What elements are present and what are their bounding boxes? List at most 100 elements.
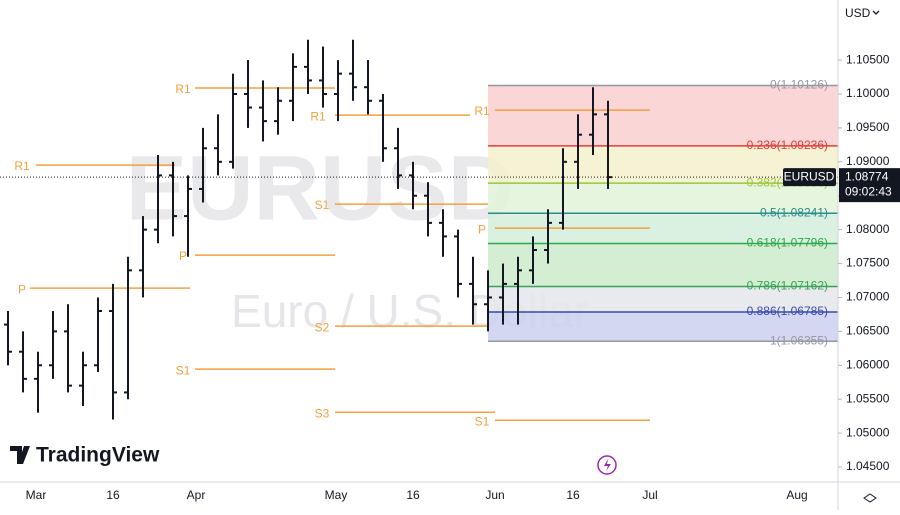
last-price-badge — [839, 168, 900, 203]
ohlc-bar — [574, 114, 582, 189]
ohlc-bar — [499, 263, 507, 325]
y-tick-label: 1.09000 — [846, 154, 890, 168]
y-tick-label: 1.04500 — [846, 459, 890, 473]
fib-label: 0.236(1.09236) — [747, 138, 828, 152]
watermark-symbol: EURUSD — [126, 137, 514, 239]
x-tick-label: Apr — [187, 488, 206, 502]
fib-label: 0.618(1.07796) — [747, 236, 828, 250]
fib-label: 0.886(1.06785) — [747, 304, 828, 318]
ohlc-bar — [244, 60, 252, 128]
logo: TradingView — [10, 444, 160, 467]
event-icon[interactable] — [597, 455, 617, 475]
pivot-label: P — [478, 222, 486, 236]
ohlc-bar — [169, 161, 177, 237]
ohlc-bar — [109, 283, 117, 420]
event-bolt — [604, 459, 611, 471]
fib-label: 0.786(1.07162) — [747, 279, 828, 293]
fib-zone — [488, 183, 838, 214]
currency-caret[interactable] — [872, 10, 880, 15]
fib-label: 1(1.06355) — [770, 333, 828, 347]
ohlc-bar — [529, 236, 537, 284]
ohlc-bar — [319, 46, 327, 108]
y-tick-label: 1.05500 — [846, 391, 890, 405]
ohlc-bar — [199, 127, 207, 203]
x-tick-label: 16 — [106, 488, 120, 502]
x-tick-label: Jul — [642, 488, 657, 502]
y-tick-label: 1.06500 — [846, 324, 890, 338]
ohlc-bar — [49, 311, 57, 379]
y-tick-label: 1.05000 — [846, 425, 890, 439]
settings-icon[interactable] — [863, 493, 877, 503]
ohlc-bar — [394, 127, 402, 189]
ohlc-bar — [544, 209, 552, 264]
fib-label: 0(1.10126) — [770, 78, 828, 92]
fib-label: 0.5(1.08241) — [760, 205, 828, 219]
pivot-label: P — [18, 282, 26, 296]
ohlc-bar — [484, 270, 492, 332]
countdown-label: 09:02:43 — [845, 184, 892, 198]
pivot-label: P — [179, 249, 187, 263]
ohlc-bar — [364, 60, 372, 115]
pivot-label: S1 — [475, 414, 490, 428]
ohlc-bar — [349, 39, 357, 101]
y-tick-label: 1.10000 — [846, 86, 890, 100]
pivot-label: S2 — [315, 320, 330, 334]
pivot-label: S1 — [315, 198, 330, 212]
plot: 0(1.10126)0.236(1.09236)0.382(1.08686)0.… — [0, 39, 838, 428]
pivot-label: S3 — [315, 406, 330, 420]
last-price-label: 1.08774 — [845, 169, 889, 183]
ohlc-bar — [469, 256, 477, 325]
ohlc-bar — [19, 331, 27, 393]
x-tick-label: Mar — [26, 488, 47, 502]
x-tick-label: Jun — [485, 488, 504, 502]
ohlc-bar — [559, 148, 567, 230]
ohlc-bar — [4, 311, 12, 366]
ohlc-bar — [94, 297, 102, 373]
ohlc-bar — [409, 161, 417, 210]
y-tick-label: 1.09500 — [846, 120, 890, 134]
x-tick-label: May — [325, 488, 348, 502]
ohlc-bar — [454, 229, 462, 298]
ohlc-bar — [124, 256, 132, 400]
ohlc-bar — [514, 256, 522, 325]
y-tick-label: 1.10500 — [846, 52, 890, 66]
ohlc-bar — [184, 175, 192, 257]
fib-zone — [488, 312, 838, 342]
fib-zone — [488, 85, 838, 146]
pivot-label: R1 — [310, 109, 326, 123]
fib-zone — [488, 286, 838, 313]
pivot-label: R1 — [175, 82, 191, 96]
x-tick-label: 16 — [566, 488, 580, 502]
currency-selector[interactable]: USD — [845, 6, 871, 20]
ohlc-bar — [589, 87, 597, 156]
y-tick-label: 1.06000 — [846, 357, 890, 371]
ohlc-bar — [64, 304, 72, 393]
y-tick-label: 1.07000 — [846, 290, 890, 304]
ohlc-bar — [334, 60, 342, 122]
ohlc-bar — [229, 73, 237, 169]
y-tick-label: 1.08000 — [846, 222, 890, 236]
ohlc-bar — [79, 351, 87, 406]
ohlc-bar — [304, 39, 312, 94]
x-tick-label: Aug — [786, 488, 807, 502]
y-tick-label: 1.07500 — [846, 256, 890, 270]
ohlc-bar — [274, 87, 282, 135]
ohlc-bar — [214, 114, 222, 176]
pivot-label: R1 — [14, 159, 30, 173]
ohlc-bar — [154, 155, 162, 244]
symbol-badge-label: EURUSD — [784, 169, 835, 183]
ohlc-bar — [379, 93, 387, 162]
ohlc-bar — [34, 351, 42, 413]
logo-text: TradingView — [36, 444, 160, 467]
symbol-badge — [783, 168, 836, 187]
pivot-label: R1 — [474, 104, 490, 118]
ohlc-bar — [424, 182, 432, 237]
ohlc-bar — [139, 216, 147, 298]
pivot-label: S1 — [176, 363, 191, 377]
ohlc-bar — [289, 53, 297, 122]
x-tick-label: 16 — [406, 488, 420, 502]
ohlc-bar — [439, 209, 447, 257]
logo-mark — [10, 446, 30, 464]
ohlc-bar — [259, 80, 267, 142]
